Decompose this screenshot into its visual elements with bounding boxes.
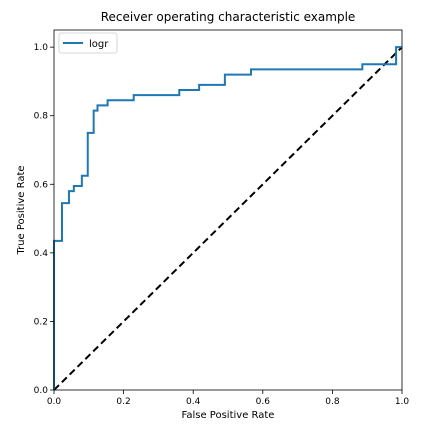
x-tick-label: 1.0 bbox=[395, 397, 410, 407]
legend: logr bbox=[58, 32, 118, 54]
chart-title: Receiver operating characteristic exampl… bbox=[101, 10, 356, 24]
plot-area bbox=[54, 30, 402, 390]
y-tick-label: 0.0 bbox=[34, 386, 49, 396]
y-axis-label: True Positive Rate bbox=[16, 165, 27, 255]
y-tick-label: 0.2 bbox=[34, 317, 48, 327]
x-tick-label: 0.8 bbox=[325, 397, 340, 407]
x-tick-label: 0.0 bbox=[47, 397, 62, 407]
y-tick-label: 0.6 bbox=[34, 180, 49, 190]
chance-diagonal-line bbox=[53, 46, 403, 391]
y-tick-label: 1.0 bbox=[34, 43, 49, 53]
x-tick-label: 0.6 bbox=[256, 397, 271, 407]
plot-frame bbox=[53, 29, 403, 391]
roc-curve-logr bbox=[53, 46, 402, 390]
y-tick-label: 0.8 bbox=[34, 112, 49, 122]
x-tick-label: 0.2 bbox=[116, 397, 130, 407]
x-tick-label: 0.4 bbox=[186, 397, 201, 407]
ticks-layer: 0.0 0.2 0.4 0.6 0.8 1.0 0.0 0.2 0.4 0.6 0.8 1.0 bbox=[34, 43, 410, 407]
legend-label-logr: logr bbox=[89, 39, 109, 50]
x-axis-label: False Positive Rate bbox=[182, 410, 275, 421]
legend-box bbox=[58, 32, 118, 54]
y-tick-label: 0.4 bbox=[34, 249, 49, 259]
series-layer bbox=[53, 46, 403, 391]
